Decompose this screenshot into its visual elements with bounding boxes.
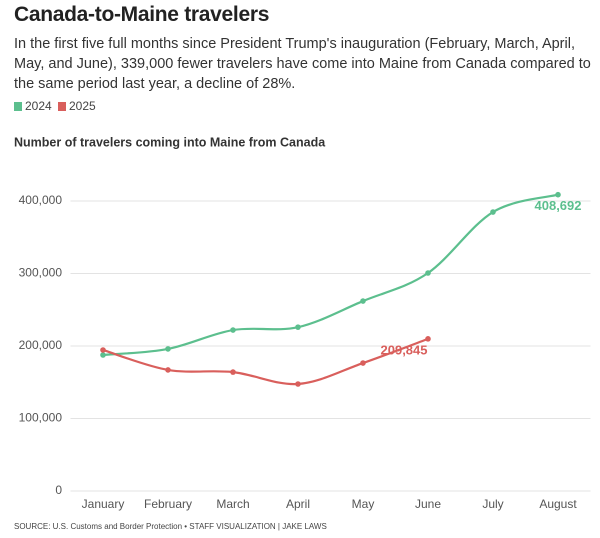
- data-point: [100, 352, 106, 358]
- data-point: [425, 336, 431, 342]
- data-label: 209,845: [381, 342, 428, 357]
- y-tick-label: 400,000: [19, 193, 63, 207]
- x-tick-label: August: [539, 497, 577, 511]
- y-axis-title: Number of travelers coming into Maine fr…: [14, 135, 326, 149]
- series-line: [102, 193, 559, 357]
- chart-title: Canada-to-Maine travelers: [14, 3, 270, 26]
- y-tick-label: 300,000: [19, 266, 63, 280]
- y-tick-label: 0: [55, 483, 62, 497]
- data-point: [230, 369, 236, 375]
- legend-label: 2024: [25, 99, 52, 113]
- data-point: [425, 270, 431, 276]
- data-point: [100, 347, 106, 353]
- legend-swatch: [14, 102, 22, 111]
- data-point: [295, 381, 301, 387]
- series-line: [102, 337, 429, 386]
- data-point: [230, 327, 236, 333]
- data-point: [165, 346, 171, 352]
- x-tick-label: February: [144, 497, 192, 511]
- source: SOURCE: U.S. Customs and Border Protecti…: [14, 522, 327, 531]
- data-label: 408,692: [535, 198, 582, 213]
- x-tick-label: June: [415, 497, 441, 511]
- y-tick-label: 100,000: [19, 411, 63, 425]
- legend-label: 2025: [69, 99, 96, 113]
- x-tick-label: July: [482, 497, 503, 511]
- data-point: [295, 324, 301, 330]
- y-tick-label: 200,000: [19, 338, 63, 352]
- x-tick-label: April: [286, 497, 310, 511]
- data-point: [490, 209, 496, 215]
- x-tick-label: January: [82, 497, 125, 511]
- x-tick-label: March: [216, 497, 249, 511]
- chart-subtitle: In the first five full months since Pres…: [14, 36, 591, 92]
- x-tick-label: May: [352, 497, 375, 511]
- data-point: [555, 191, 561, 198]
- data-point: [360, 298, 366, 304]
- data-point: [165, 367, 171, 373]
- data-point: [360, 360, 366, 366]
- legend-swatch: [58, 102, 66, 111]
